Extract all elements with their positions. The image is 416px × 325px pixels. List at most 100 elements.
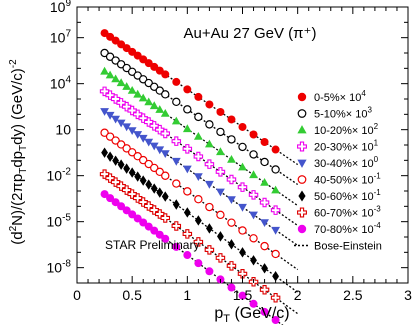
fit-line-5 [104,110,299,246]
legend-label: 30-40%× 100 [314,155,379,170]
data-point [271,145,280,154]
data-point [133,131,143,139]
data-point [226,261,237,271]
data-point [271,165,280,174]
legend-marker [297,125,307,134]
data-point [149,142,159,151]
data-point [204,159,215,169]
data-point [138,75,148,84]
data-point [101,147,108,158]
data-point [144,159,153,169]
data-point [238,291,247,300]
data-point [216,210,225,220]
data-point [145,179,153,190]
data-point [127,85,137,94]
data-point [228,239,235,250]
y-tick-label: 10-2 [47,167,72,184]
legend-marker [297,224,307,234]
y-tick-label: 107 [50,29,72,46]
data-point [105,111,115,120]
data-point [138,155,148,165]
legend-label: 60-70%× 10-3 [314,205,381,220]
data-point [122,206,131,215]
data-point [156,187,164,198]
x-tick-label: 2.5 [343,287,363,303]
data-point [128,167,136,178]
data-point [205,267,214,276]
data-point [160,150,170,159]
data-point [271,226,280,235]
data-point [160,213,171,223]
data-point [111,136,120,145]
data-point [133,151,142,161]
data-point [106,194,115,203]
data-point [150,226,159,235]
data-point [193,131,203,140]
data-point [183,187,192,196]
data-point [111,56,120,65]
legend-label: 5-10%× 103 [314,106,373,121]
data-point [112,155,120,166]
data-point [160,128,171,139]
data-point [161,191,169,202]
data-point [204,245,215,255]
data-point [171,221,182,231]
data-point [100,48,109,58]
data-point [249,234,258,243]
data-point [138,93,148,102]
data-point [183,207,191,218]
data-point [155,86,164,95]
data-point [193,173,203,182]
data-point [133,214,142,223]
data-point [260,241,269,251]
data-point [216,107,225,116]
data-point [194,195,203,204]
data-point [171,116,181,125]
data-point [161,234,170,243]
data-point [116,78,126,87]
data-point [193,237,204,247]
data-point [117,159,125,170]
data-point [205,180,214,189]
data-point [227,218,236,227]
data-point [123,163,131,174]
data-point [182,144,193,154]
data-point [155,167,164,177]
data-point [249,130,258,139]
data-point [194,112,203,122]
data-point [216,127,225,137]
data-point [238,122,247,131]
data-point [227,135,236,144]
data-point [259,197,270,208]
data-point [239,247,246,258]
data-point [133,71,142,80]
y-tick-label: 10-5 [47,213,72,230]
data-point [172,97,181,107]
legend-label: 10-20%× 102 [314,122,379,137]
data-point [111,198,120,207]
data-point [206,223,213,234]
data-point [217,231,224,242]
data-point [150,82,159,92]
data-point [127,67,137,76]
legend-label: 0-5%× 104 [314,89,366,104]
data-point [205,120,214,129]
data-point [122,123,132,132]
data-point [100,66,109,75]
data-point [127,127,137,136]
y-tick-label: 10 [55,122,71,138]
data-point [226,174,237,185]
legend-marker [297,141,307,152]
data-point [259,284,270,295]
data-point [172,77,181,86]
data-point [249,150,258,159]
data-point [205,100,214,109]
data-point [100,128,109,137]
data-point [171,157,181,166]
data-point [150,163,159,173]
data-point [134,171,142,182]
data-point [161,171,170,180]
data-point [150,183,158,194]
data-point [100,190,109,199]
data-point [144,97,154,106]
